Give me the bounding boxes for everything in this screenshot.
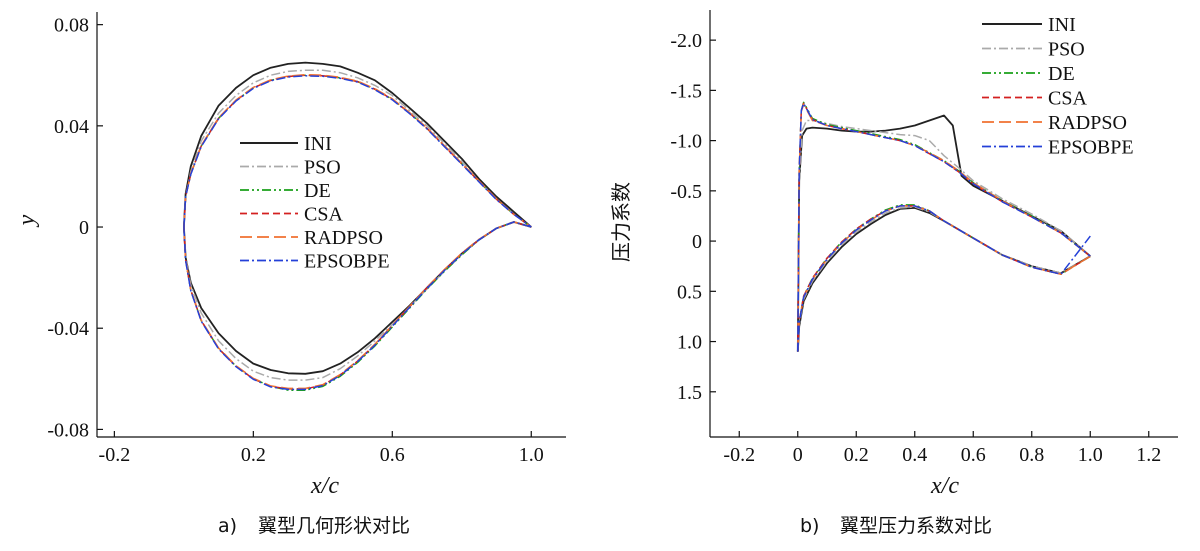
panel-b-y-axis-label: 压力系数 (609, 182, 633, 262)
panel-b-x-tick-label: 1.2 (1136, 444, 1161, 466)
panel-a-y-tick-label: -0.04 (47, 318, 89, 340)
panel-b-caption: 翼型压力系数对比 (840, 515, 992, 537)
panel-b-series-ini-upper (796, 114, 1091, 352)
panel-b-y-tick-label: 1.5 (677, 382, 702, 404)
panel-b-series-de-upper (797, 101, 1091, 352)
panel-a-y-tick-label: 0.08 (54, 15, 89, 37)
panel-a-x-axis-label: x/c (310, 473, 339, 499)
panel-b-series-csa-lower (797, 205, 1091, 352)
panel-b-y-tick-label: -1.5 (670, 80, 702, 102)
panel-a-geometry-chart: -0.2 0.2 0.6 1.0 0.08 0.04 0 -0.04 -0.08 INIPSOD… (14, 12, 566, 537)
panel-a-x-tick-label: 0.6 (380, 444, 405, 466)
panel-a-caption-letter: a) (218, 515, 237, 537)
panel-a-series-epsobpe-upper (183, 75, 532, 228)
panel-a-legend-label-csa: CSA (304, 204, 343, 226)
panel-a-y-axis-label: y (14, 214, 40, 227)
panel-a-series-radpso-upper (183, 73, 532, 228)
panel-b-legend-label-csa: CSA (1048, 88, 1087, 110)
panel-b-legend-label-ini: INI (1048, 14, 1076, 36)
panel-b-y-tick-label: -2.0 (670, 30, 702, 52)
panel-a-legend-label-radpso: RADPSO (304, 227, 383, 249)
panel-a-y-tick-label: -0.08 (47, 419, 89, 441)
panel-b-legend-label-radpso: RADPSO (1048, 112, 1127, 134)
panel-b-caption-letter: b) (800, 515, 819, 537)
panel-b-x-tick-label: -0.2 (723, 444, 755, 466)
panel-a-y-tick-label: 0 (79, 217, 89, 239)
panel-b-pressure-chart: -0.2 0 0.2 0.4 0.6 0.8 1.0 1.2 -2.0 -1.5 -1.0 -0.5 0… (609, 10, 1178, 537)
panel-a-series-de-upper (183, 74, 532, 228)
panel-b-x-tick-label: 0.4 (902, 444, 927, 466)
panel-a-legend-label-ini: INI (304, 133, 332, 155)
panel-b-y-tick-label: -1.0 (670, 131, 702, 153)
panel-b-series-de-lower (797, 204, 1091, 352)
panel-a-series-csa-upper (183, 74, 532, 228)
panel-a-y-tick-label: 0.04 (54, 116, 89, 138)
panel-a-series-epsobpe-lower (183, 221, 532, 391)
panel-b-x-tick-label: 1.0 (1078, 444, 1103, 466)
panel-b-x-tick-label: 0 (793, 444, 803, 466)
panel-a-legend-label-pso: PSO (304, 157, 341, 179)
panel-a-legend-label-epsobpe: EPSOBPE (304, 251, 390, 273)
panel-b-x-tick-label: 0.8 (1019, 444, 1044, 466)
panel-b-y-tick-label: 1.0 (677, 332, 702, 354)
panel-b-y-tick-label: -0.5 (670, 181, 702, 203)
panel-b-series-radpso-upper (797, 103, 1091, 352)
panel-a-series-pso-upper (183, 69, 532, 228)
panel-a-caption: 翼型几何形状对比 (258, 515, 410, 537)
panel-b-legend-label-epsobpe: EPSOBPE (1048, 137, 1134, 159)
panel-b-series-pso-upper (797, 119, 1091, 352)
panel-a-x-tick-label: 0.2 (241, 444, 266, 466)
panel-b-series-pso-lower (797, 206, 1091, 352)
panel-b-series-epsobpe-upper (797, 102, 1091, 352)
panel-b-legend-label-pso: PSO (1048, 39, 1085, 61)
panel-b-series-radpso-lower (797, 205, 1091, 352)
panel-a-legend-label-de: DE (304, 180, 331, 202)
panel-b-x-tick-label: 0.6 (961, 444, 986, 466)
panel-b-x-tick-label: 0.2 (844, 444, 869, 466)
panel-a-series-ini-upper (183, 61, 532, 228)
panel-b-series-csa-upper (797, 102, 1091, 352)
panel-b-series-epsobpe-lower (797, 205, 1091, 352)
panel-b-y-tick-label: 0 (692, 231, 702, 253)
panel-b-y-tick-label: 0.5 (677, 281, 702, 303)
panel-b-series-ini-lower (796, 206, 1091, 352)
panel-a-x-tick-label: 1.0 (519, 444, 544, 466)
panel-b-legend-label-de: DE (1048, 63, 1075, 85)
panel-a-x-tick-label: -0.2 (99, 444, 131, 466)
panel-b-x-axis-label: x/c (930, 473, 959, 499)
